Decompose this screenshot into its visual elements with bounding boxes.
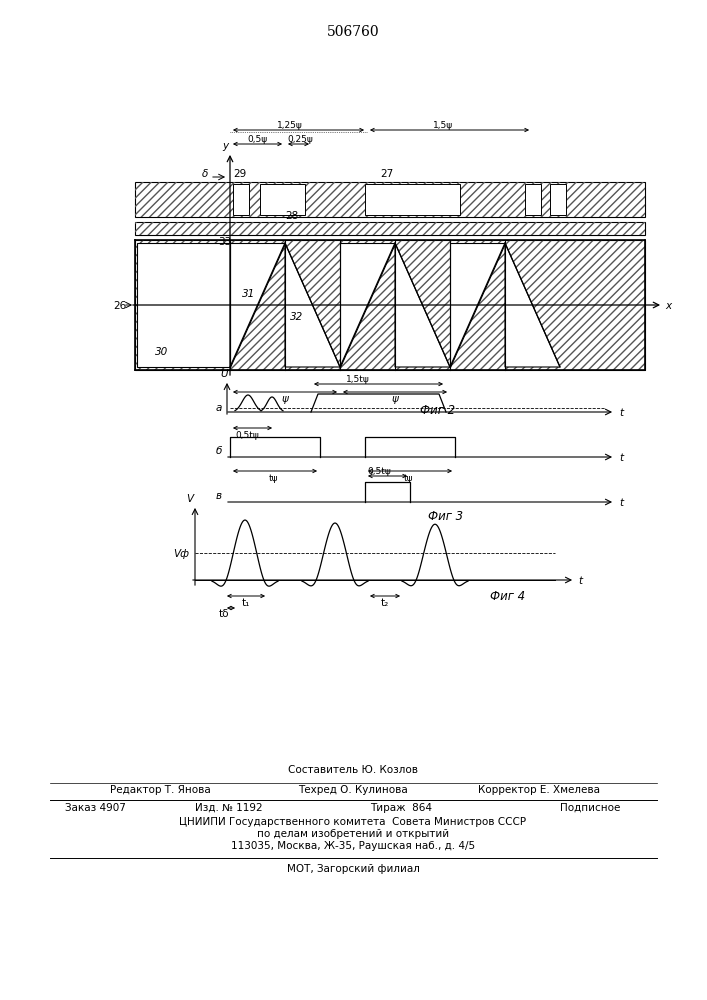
Text: Фиг 2: Фиг 2 xyxy=(420,404,455,417)
Text: ψ: ψ xyxy=(392,394,399,404)
Text: tδ: tδ xyxy=(219,609,230,619)
Text: U: U xyxy=(220,369,228,379)
Text: Изд. № 1192: Изд. № 1192 xyxy=(195,803,262,813)
Polygon shape xyxy=(450,243,505,367)
Polygon shape xyxy=(285,243,340,367)
Text: 0,5ψ: 0,5ψ xyxy=(247,135,267,144)
Text: Корректор Е. Хмелева: Корректор Е. Хмелева xyxy=(478,785,600,795)
Bar xyxy=(135,222,645,235)
Bar xyxy=(135,240,645,370)
Text: 33: 33 xyxy=(218,237,231,247)
Text: 29: 29 xyxy=(233,169,246,179)
Polygon shape xyxy=(505,243,560,367)
Text: ψ: ψ xyxy=(282,394,289,404)
Text: 113035, Москва, Ж-35, Раушская наб., д. 4/5: 113035, Москва, Ж-35, Раушская наб., д. … xyxy=(231,841,475,851)
Bar xyxy=(233,184,249,215)
Text: 30: 30 xyxy=(155,347,168,357)
Text: б: б xyxy=(216,446,223,456)
Text: y: y xyxy=(222,141,228,151)
Text: Тираж  864: Тираж 864 xyxy=(370,803,432,813)
Text: 28: 28 xyxy=(285,211,298,221)
Text: Редактор Т. Янова: Редактор Т. Янова xyxy=(110,785,211,795)
Text: Фиг 3: Фиг 3 xyxy=(428,510,463,523)
Bar xyxy=(365,184,460,215)
Text: t: t xyxy=(619,453,623,463)
Text: Фиг 4: Фиг 4 xyxy=(490,590,525,603)
Bar xyxy=(525,184,541,215)
Text: по делам изобретений и открытий: по делам изобретений и открытий xyxy=(257,829,449,839)
Bar xyxy=(135,182,645,217)
Text: МОТ, Загорский филиал: МОТ, Загорский филиал xyxy=(286,864,419,874)
Text: t₁: t₁ xyxy=(242,598,250,608)
Text: x: x xyxy=(665,301,671,311)
Text: 1,5tψ: 1,5tψ xyxy=(346,375,370,384)
Text: 1,5ψ: 1,5ψ xyxy=(433,121,453,130)
Bar xyxy=(135,240,645,370)
Text: tψ: tψ xyxy=(269,474,279,483)
Text: 506760: 506760 xyxy=(327,25,380,39)
Text: 0,5tψ: 0,5tψ xyxy=(367,467,391,476)
Text: Составитель Ю. Козлов: Составитель Ю. Козлов xyxy=(288,765,418,775)
Text: tψ: tψ xyxy=(404,474,414,483)
Text: t₂: t₂ xyxy=(381,598,390,608)
Polygon shape xyxy=(340,243,395,367)
Text: V: V xyxy=(186,494,193,504)
Polygon shape xyxy=(395,243,450,367)
Bar xyxy=(550,184,566,215)
Text: a: a xyxy=(216,403,223,413)
Text: t: t xyxy=(619,408,623,418)
Text: в: в xyxy=(216,491,222,501)
Bar xyxy=(135,182,645,217)
Bar xyxy=(135,222,645,235)
Text: 0,25ψ: 0,25ψ xyxy=(287,135,312,144)
Text: 31: 31 xyxy=(242,289,255,299)
Text: t: t xyxy=(619,498,623,508)
Text: 0,5tψ: 0,5tψ xyxy=(235,431,259,440)
Polygon shape xyxy=(137,243,230,367)
Text: Подписное: Подписное xyxy=(560,803,620,813)
Bar xyxy=(260,184,305,215)
Text: t: t xyxy=(578,576,582,586)
Text: Vф: Vф xyxy=(173,549,189,559)
Text: Техред О. Кулинова: Техред О. Кулинова xyxy=(298,785,408,795)
Text: 1,25ψ: 1,25ψ xyxy=(277,121,303,130)
Text: 26: 26 xyxy=(113,301,127,311)
Text: Заказ 4907: Заказ 4907 xyxy=(65,803,126,813)
Text: 32: 32 xyxy=(290,312,303,322)
Text: 27: 27 xyxy=(380,169,393,179)
Polygon shape xyxy=(230,243,285,367)
Text: δ: δ xyxy=(202,169,209,179)
Text: ЦНИИПИ Государственного комитета  Совета Министров СССР: ЦНИИПИ Государственного комитета Совета … xyxy=(180,817,527,827)
